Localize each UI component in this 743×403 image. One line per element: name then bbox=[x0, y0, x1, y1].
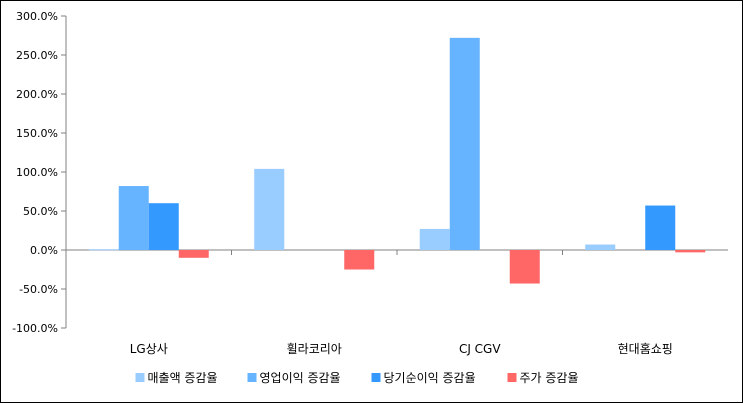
bar bbox=[675, 250, 706, 253]
legend-label: 주가 증감율 bbox=[520, 371, 579, 385]
bar bbox=[449, 37, 480, 251]
x-category-label: 휠라코리아 bbox=[287, 342, 342, 356]
y-tick-label: 50.0% bbox=[23, 205, 58, 218]
legend-swatch bbox=[371, 373, 381, 382]
y-tick-label: 300.0% bbox=[16, 10, 58, 23]
bar bbox=[645, 205, 676, 250]
bar bbox=[148, 203, 179, 250]
x-category-label: 현대홈쇼핑 bbox=[618, 342, 673, 356]
y-tick-label: 150.0% bbox=[16, 127, 58, 140]
bar bbox=[585, 244, 616, 250]
legend-label: 영업이익 증감율 bbox=[260, 371, 341, 385]
bar bbox=[509, 250, 540, 284]
legend-swatch bbox=[507, 373, 517, 382]
x-category-label: LG상사 bbox=[130, 342, 168, 356]
bar bbox=[254, 168, 285, 250]
y-tick-label: 100.0% bbox=[16, 166, 58, 179]
y-tick-label: 0.0% bbox=[30, 244, 58, 257]
bar bbox=[419, 228, 450, 250]
bar bbox=[88, 249, 119, 251]
y-tick-label: -50.0% bbox=[19, 283, 58, 296]
x-category-label: CJ CGV bbox=[459, 342, 501, 356]
legend-swatch bbox=[247, 373, 257, 382]
bar bbox=[118, 186, 149, 250]
legend-swatch bbox=[135, 373, 145, 382]
legend-label: 매출액 증감율 bbox=[148, 371, 218, 385]
bar bbox=[344, 250, 375, 270]
bar bbox=[178, 250, 209, 258]
y-tick-label: 250.0% bbox=[16, 49, 58, 62]
y-tick-label: -100.0% bbox=[12, 322, 58, 335]
legend-label: 당기순이익 증감율 bbox=[384, 371, 476, 385]
y-tick-label: 200.0% bbox=[16, 88, 58, 101]
